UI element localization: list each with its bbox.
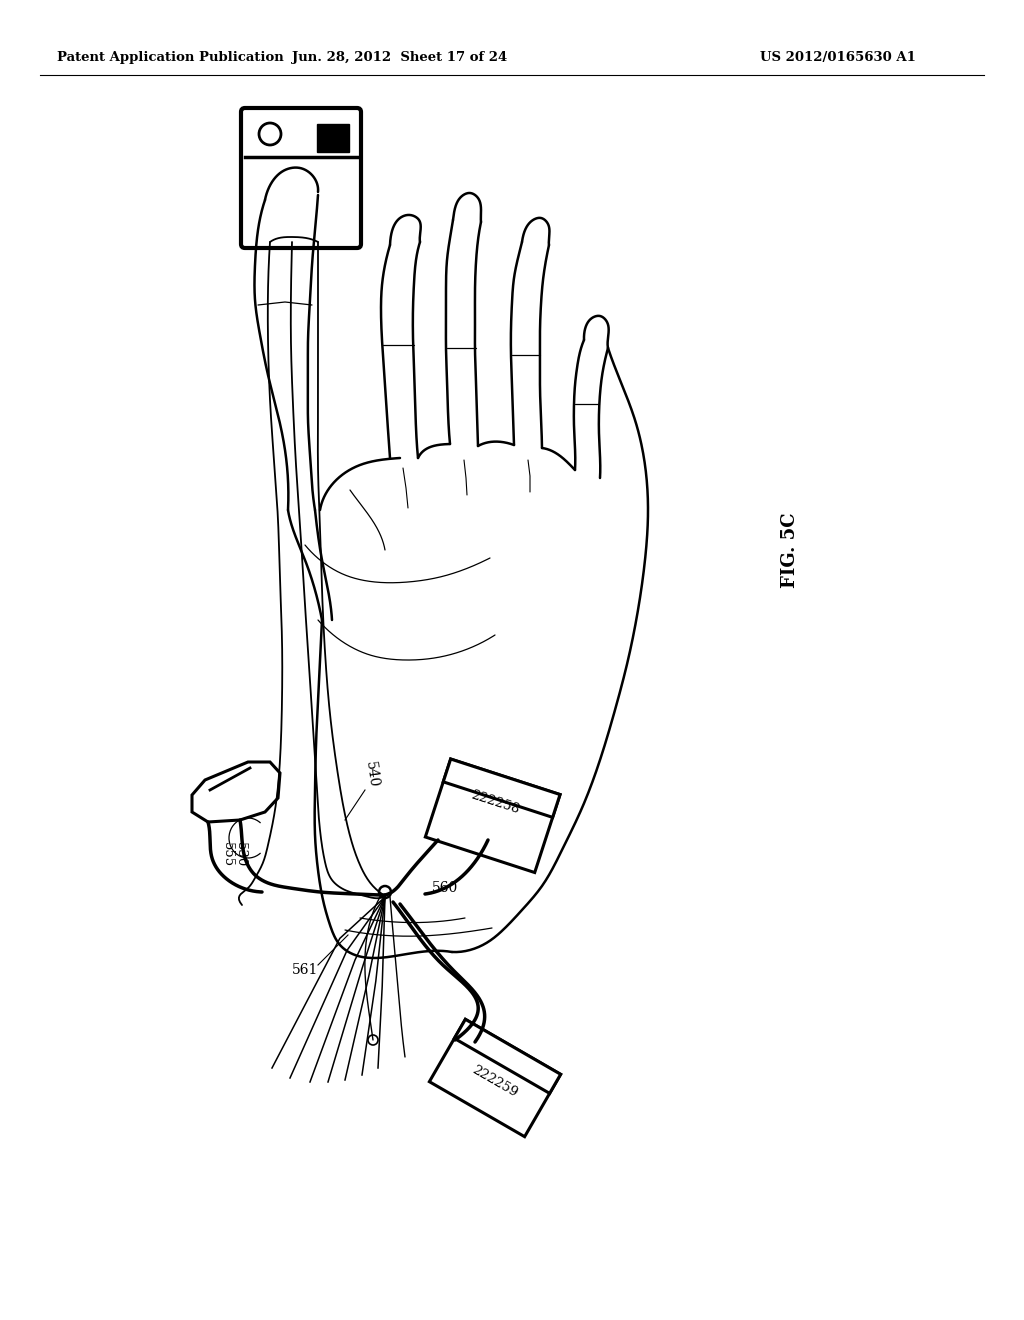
- Text: 555: 555: [220, 842, 233, 867]
- Circle shape: [368, 1035, 378, 1045]
- Circle shape: [259, 123, 281, 145]
- Text: 560: 560: [432, 880, 459, 895]
- Text: Patent Application Publication: Patent Application Publication: [57, 51, 284, 65]
- FancyBboxPatch shape: [241, 108, 361, 248]
- Bar: [425, 759, 560, 873]
- Text: 222258: 222258: [469, 788, 521, 816]
- Bar: [443, 759, 560, 817]
- Text: 561: 561: [292, 964, 318, 977]
- Text: US 2012/0165630 A1: US 2012/0165630 A1: [760, 51, 915, 65]
- Circle shape: [379, 886, 391, 898]
- Bar: [317, 124, 349, 152]
- Text: 540: 540: [364, 760, 381, 789]
- Bar: [455, 1019, 560, 1093]
- Text: 222259: 222259: [470, 1064, 520, 1101]
- Bar: [429, 1019, 560, 1137]
- Text: 530: 530: [233, 842, 247, 867]
- Text: FIG. 5C: FIG. 5C: [781, 512, 799, 587]
- Polygon shape: [193, 762, 280, 822]
- Text: Jun. 28, 2012  Sheet 17 of 24: Jun. 28, 2012 Sheet 17 of 24: [293, 51, 508, 65]
